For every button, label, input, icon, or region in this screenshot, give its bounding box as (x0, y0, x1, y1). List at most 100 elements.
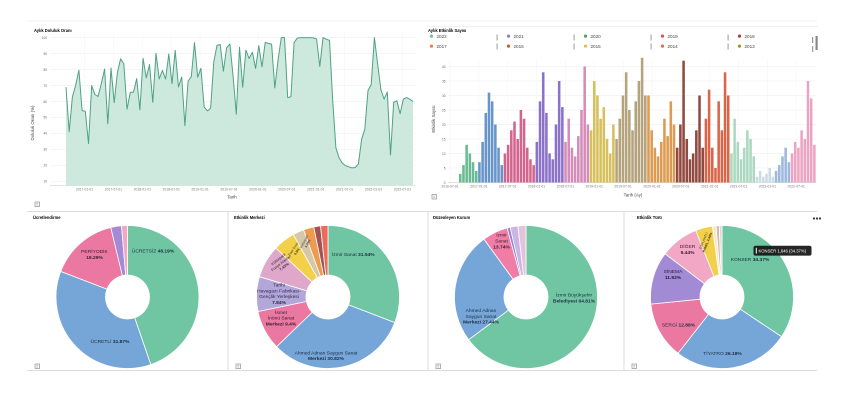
svg-text:Etkinlik Türü: Etkinlik Türü (637, 215, 662, 220)
svg-text:50: 50 (43, 116, 47, 120)
svg-text:80: 80 (43, 68, 47, 72)
svg-text:2014: 2014 (668, 44, 679, 49)
svg-text:TOPLANTI /: TOPLANTI / (698, 232, 708, 250)
svg-text:35: 35 (442, 79, 446, 83)
svg-text:Gençlik Yerleşkesi: Gençlik Yerleşkesi (259, 294, 299, 300)
svg-text:Belediyesi 64.81%: Belediyesi 64.81% (553, 298, 596, 304)
svg-text:2019-01-01: 2019-01-01 (586, 185, 603, 189)
svg-text:40: 40 (442, 65, 446, 69)
svg-text:Doluluk Oranı (%): Doluluk Oranı (%) (30, 105, 35, 140)
svg-text:Aylık Doluluk Oranı: Aylık Doluluk Oranı (34, 28, 72, 33)
svg-text:11.92%: 11.92% (665, 275, 682, 281)
svg-text:SİNEMA: SİNEMA (664, 268, 683, 275)
svg-text:19.29%: 19.29% (86, 255, 103, 261)
svg-text:İzmir: İzmir (496, 232, 507, 239)
svg-text:Tarihi: Tarihi (273, 283, 285, 289)
svg-text:Sanat: Sanat (495, 239, 508, 245)
svg-text:2019-01-01: 2019-01-01 (191, 188, 208, 192)
svg-text:2013: 2013 (745, 44, 756, 49)
svg-text:2021-01-01: 2021-01-01 (307, 188, 324, 192)
svg-text:2022: 2022 (437, 34, 448, 39)
svg-text:2022-07-01: 2022-07-01 (788, 185, 805, 189)
svg-text:Saygun Sanat: Saygun Sanat (466, 314, 497, 320)
svg-text:2022-01-01: 2022-01-01 (365, 188, 382, 192)
svg-text:Etkinlik Sayısı: Etkinlik Sayısı (431, 105, 436, 132)
svg-text:2018-01-01: 2018-01-01 (528, 185, 545, 189)
svg-text:DİĞER: DİĞER (680, 243, 696, 250)
svg-text:30: 30 (442, 94, 446, 98)
svg-text:15: 15 (442, 137, 446, 141)
svg-text:Merkezi 27.44%: Merkezi 27.44% (463, 320, 500, 326)
svg-text:2021: 2021 (514, 34, 525, 39)
svg-text:2021-01-01: 2021-01-01 (701, 185, 718, 189)
svg-text:9.44%: 9.44% (681, 250, 696, 256)
svg-text:Aylık Etkinlik Sayısı: Aylık Etkinlik Sayısı (428, 28, 466, 33)
svg-text:Düzenleyen Kurum: Düzenleyen Kurum (433, 215, 470, 220)
svg-text:2016-07-01: 2016-07-01 (441, 185, 458, 189)
svg-text:7.43%: 7.43% (279, 262, 290, 272)
svg-text:Merkezi 9.4%: Merkezi 9.4% (266, 322, 297, 328)
svg-text:40: 40 (43, 132, 47, 136)
svg-text:2022-07-01: 2022-07-01 (394, 188, 411, 192)
svg-text:2017: 2017 (437, 44, 448, 49)
svg-text:2020-07-01: 2020-07-01 (278, 188, 295, 192)
svg-text:2022-01-01: 2022-01-01 (759, 185, 776, 189)
svg-text:Tarih (Ay): Tarih (Ay) (624, 193, 643, 198)
svg-text:İnönü Sanat: İnönü Sanat (268, 315, 295, 322)
svg-text:3.04%: 3.04% (304, 238, 312, 248)
svg-text:KONSER 34.37%: KONSER 34.37% (731, 257, 770, 263)
svg-text:PERİYODİK: PERİYODİK (81, 248, 108, 255)
svg-text:0: 0 (444, 181, 446, 185)
svg-text:2018-01-01: 2018-01-01 (134, 188, 151, 192)
svg-text:İzmir Büyükşehir: İzmir Büyükşehir (556, 292, 593, 299)
svg-text:İzmir Sanat 31.54%: İzmir Sanat 31.54% (332, 251, 375, 258)
svg-text:Kültürpark: Kültürpark (299, 234, 310, 249)
svg-text:Ahmed Adnan: Ahmed Adnan (466, 308, 497, 314)
svg-text:2020-01-01: 2020-01-01 (643, 185, 660, 189)
svg-text:20: 20 (442, 123, 446, 127)
svg-text:2020: 2020 (591, 34, 602, 39)
svg-text:2018-07-01: 2018-07-01 (163, 188, 180, 192)
svg-text:ÜCRETLİ 31.87%: ÜCRETLİ 31.87% (91, 338, 131, 345)
svg-text:30: 30 (43, 148, 47, 152)
svg-text:2021-07-01: 2021-07-01 (336, 188, 353, 192)
svg-text:2019-07-01: 2019-07-01 (614, 185, 631, 189)
svg-text:2018: 2018 (745, 34, 756, 39)
svg-text:ÜCRETSİZ 48.19%: ÜCRETSİZ 48.19% (132, 248, 175, 255)
svg-text:2016: 2016 (514, 44, 525, 49)
svg-text:Merkezi 30.82%: Merkezi 30.82% (308, 356, 345, 362)
svg-text:2018-07-01: 2018-07-01 (557, 185, 574, 189)
svg-text:TİYATRO 26.18%: TİYATRO 26.18% (703, 350, 742, 357)
svg-text:2019-07-01: 2019-07-01 (220, 188, 237, 192)
svg-text:2017-01-01: 2017-01-01 (76, 188, 93, 192)
svg-text:2015: 2015 (591, 44, 602, 49)
svg-text:Ahmed Adnan Saygun Sanat: Ahmed Adnan Saygun Sanat (295, 350, 358, 356)
svg-text:2020-07-01: 2020-07-01 (672, 185, 689, 189)
svg-text:2017-07-01: 2017-07-01 (499, 185, 516, 189)
svg-text:PANEL 4.48%: PANEL 4.48% (702, 232, 714, 253)
svg-text:100: 100 (42, 36, 48, 40)
svg-text:2020-01-01: 2020-01-01 (249, 188, 266, 192)
svg-text:Etkinlik Merkezi: Etkinlik Merkezi (234, 215, 265, 220)
svg-text:10: 10 (43, 180, 47, 184)
svg-text:Ücretlendirme: Ücretlendirme (33, 215, 61, 220)
svg-text:10: 10 (442, 152, 446, 156)
svg-text:60: 60 (43, 100, 47, 104)
svg-text:İsmet: İsmet (275, 309, 288, 316)
svg-text:Tarih: Tarih (227, 195, 237, 200)
svg-text:13.74%: 13.74% (493, 244, 510, 250)
svg-text:2017-01-01: 2017-01-01 (470, 185, 487, 189)
svg-text:2021-07-01: 2021-07-01 (730, 185, 747, 189)
svg-text:90: 90 (43, 52, 47, 56)
svg-text:20: 20 (43, 164, 47, 168)
svg-text:KONSER 1,646 (34.37%): KONSER 1,646 (34.37%) (759, 249, 807, 254)
svg-text:2017-07-01: 2017-07-01 (105, 188, 122, 192)
svg-text:2019: 2019 (668, 34, 679, 39)
svg-text:SERGİ 12.88%: SERGİ 12.88% (662, 321, 696, 328)
svg-text:4.9%: 4.9% (293, 247, 301, 256)
svg-text:25: 25 (442, 108, 446, 112)
svg-text:70: 70 (43, 84, 47, 88)
svg-text:5: 5 (444, 166, 446, 170)
svg-text:7.84%: 7.84% (272, 300, 287, 306)
svg-text:Havagazı Fabrikası-: Havagazı Fabrikası- (257, 288, 301, 294)
